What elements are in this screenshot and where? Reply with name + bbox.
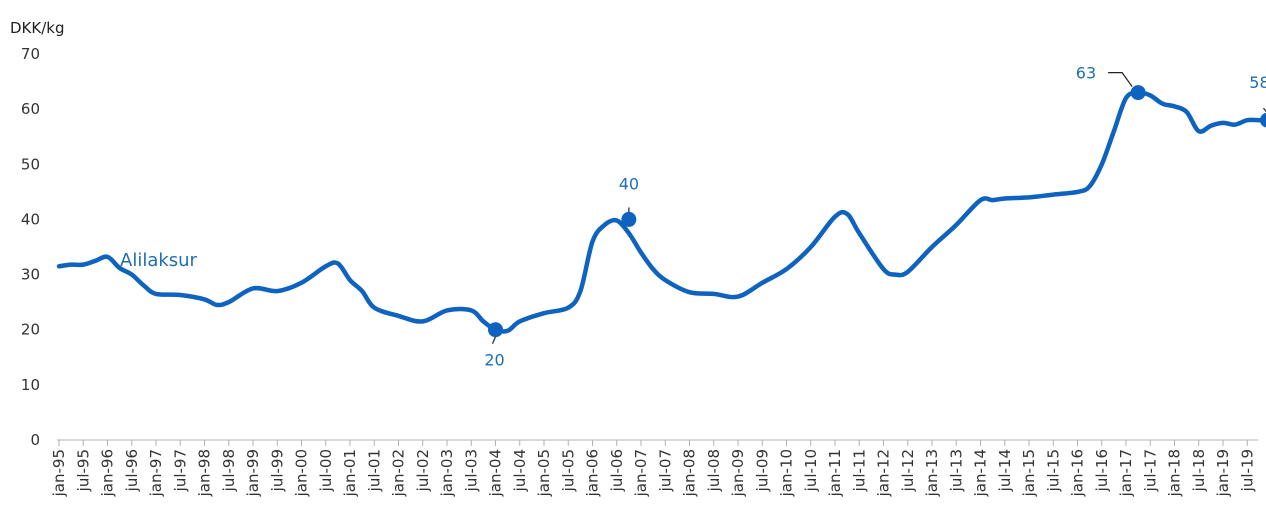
x-tick-label: jan-07 xyxy=(632,449,650,497)
x-tick-label: jan-98 xyxy=(196,449,214,497)
x-tick-label: jul-04 xyxy=(511,449,529,492)
x-tick-label: jul-09 xyxy=(753,449,771,492)
x-tick-label: jul-01 xyxy=(365,449,383,492)
x-tick-label: jan-12 xyxy=(875,449,893,497)
x-tick-label: jul-97 xyxy=(171,449,189,492)
x-axis-ticks: jan-95 jul-95 jan-96 jul-96 jan-97 jul-97 jan-… xyxy=(50,440,1256,497)
x-tick-label: jul-03 xyxy=(462,449,480,492)
x-tick-label: jul-98 xyxy=(220,449,238,492)
x-tick-label: jan-15 xyxy=(1020,449,1038,497)
x-tick-label: jan-04 xyxy=(487,449,505,497)
series-line-alilaksur xyxy=(56,90,1266,334)
x-tick-label: jan-17 xyxy=(1117,449,1135,497)
x-tick-label: jul-02 xyxy=(414,449,432,492)
x-tick-label: jan-02 xyxy=(390,449,408,497)
annotation-40: 40 xyxy=(619,174,639,227)
x-tick-label: jan-10 xyxy=(778,449,796,497)
x-tick-label: jan-18 xyxy=(1166,449,1184,497)
y-axis-unit-label: DKK/kg xyxy=(10,19,65,37)
x-tick-label: jul-99 xyxy=(268,449,286,492)
x-tick-label: jul-95 xyxy=(74,449,92,492)
annotation-63: 63 xyxy=(1076,64,1146,101)
x-tick-label: jul-12 xyxy=(899,449,917,492)
annotation-value-label: 58 xyxy=(1249,73,1266,92)
annotation-marker xyxy=(621,211,637,227)
x-tick-label: jul-07 xyxy=(656,449,674,492)
x-tick-label: jan-00 xyxy=(293,449,311,497)
x-tick-label: jan-06 xyxy=(584,449,602,497)
annotation-marker xyxy=(1130,85,1146,101)
y-tick-label: 50 xyxy=(21,155,40,173)
y-tick-label: 30 xyxy=(21,266,40,284)
x-tick-label: jan-11 xyxy=(826,449,844,497)
annotation-value-label: 40 xyxy=(619,174,639,193)
data-annotations: 20 40 63 58 xyxy=(484,64,1266,370)
x-tick-label: jan-97 xyxy=(147,449,165,497)
x-tick-label: jul-17 xyxy=(1141,449,1159,492)
annotation-58: 58 xyxy=(1249,73,1266,128)
x-tick-label: jan-13 xyxy=(923,449,941,497)
x-tick-label: jan-05 xyxy=(535,449,553,497)
x-tick-label: jul-13 xyxy=(947,449,965,492)
x-tick-label: jan-08 xyxy=(681,449,699,497)
y-tick-label: 0 xyxy=(30,431,40,449)
x-tick-label: jul-10 xyxy=(802,449,820,492)
annotation-value-label: 63 xyxy=(1076,64,1096,83)
y-tick-label: 20 xyxy=(21,321,40,339)
annotation-leader-line xyxy=(1262,107,1266,113)
series-label-alilaksur: Alilaksur xyxy=(120,250,198,271)
x-tick-label: jul-15 xyxy=(1044,449,1062,492)
annotation-marker xyxy=(1259,112,1266,128)
annotation-value-label: 20 xyxy=(484,351,504,370)
annotation-marker xyxy=(488,322,503,338)
annotation-leader-line xyxy=(491,336,497,344)
x-tick-label: jul-11 xyxy=(850,449,868,492)
annotation-leader-line xyxy=(1108,71,1133,87)
y-tick-label: 10 xyxy=(21,376,40,394)
y-axis-ticks: 0 10 20 30 40 50 60 70 xyxy=(21,45,40,449)
x-tick-label: jul-00 xyxy=(317,449,335,492)
x-tick-label: jul-96 xyxy=(123,449,141,492)
x-tick-label: jul-18 xyxy=(1190,449,1208,492)
x-tick-label: jul-14 xyxy=(996,449,1014,492)
x-tick-label: jan-19 xyxy=(1214,449,1232,497)
annotation-20: 20 xyxy=(484,322,505,370)
x-tick-label: jan-99 xyxy=(244,449,262,497)
x-tick-label: jan-16 xyxy=(1069,449,1087,497)
x-tick-label: jul-16 xyxy=(1093,449,1111,492)
y-tick-label: 70 xyxy=(21,45,40,63)
x-tick-label: jan-96 xyxy=(99,449,117,497)
y-tick-label: 60 xyxy=(21,100,40,118)
x-tick-label: jul-19 xyxy=(1238,449,1256,492)
x-tick-label: jan-03 xyxy=(438,449,456,497)
x-tick-label: jul-05 xyxy=(559,449,577,492)
y-tick-label: 40 xyxy=(21,210,40,228)
x-tick-label: jan-14 xyxy=(972,449,990,497)
x-tick-label: jul-08 xyxy=(705,449,723,492)
x-tick-label: jan-09 xyxy=(729,449,747,497)
x-tick-label: jan-01 xyxy=(341,449,359,497)
x-tick-label: jan-95 xyxy=(50,449,68,497)
x-tick-label: jul-06 xyxy=(608,449,626,492)
